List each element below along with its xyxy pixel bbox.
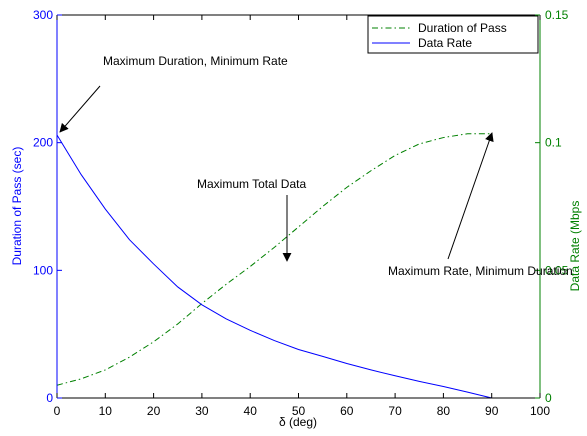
series-line-data-rate — [56, 134, 492, 399]
plot-area — [57, 15, 540, 398]
x-tick-label-6: 60 — [340, 404, 354, 418]
annotations: Maximum Duration, Minimum Rate Maximum T… — [59, 54, 573, 278]
right-axis-ticks: 0 0.05 0.1 0.15 — [535, 8, 569, 405]
annotation-arrow-max-rate — [447, 132, 494, 260]
legend-label-data-rate: Data Rate — [418, 36, 472, 50]
annotation-label-max-total-data: Maximum Total Data — [197, 177, 306, 191]
left-tick-label-2: 200 — [33, 136, 53, 150]
x-tick-label-2: 20 — [147, 404, 161, 418]
x-tick-label-9: 90 — [485, 404, 499, 418]
annotation-label-max-duration: Maximum Duration, Minimum Rate — [103, 54, 288, 68]
x-tick-label-10: 100 — [530, 404, 550, 418]
series-layer — [56, 133, 492, 399]
right-tick-label-2: 0.1 — [545, 136, 562, 150]
x-tick-label-5: 50 — [292, 404, 306, 418]
annotation-arrow-max-duration — [59, 85, 101, 133]
series-line-duration-of-pass — [56, 133, 492, 386]
x-axis-title: δ (deg) — [279, 415, 317, 429]
left-tick-label-0: 0 — [46, 391, 53, 405]
x-tick-label-4: 40 — [244, 404, 258, 418]
x-tick-label-7: 70 — [388, 404, 402, 418]
x-tick-label-3: 30 — [195, 404, 209, 418]
x-tick-label-1: 10 — [99, 404, 113, 418]
x-axis-ticks: 0 10 20 30 40 50 60 70 80 90 100 — [54, 15, 550, 418]
left-tick-label-3: 300 — [33, 8, 53, 22]
left-axis-title: Duration of Pass (sec) — [10, 147, 24, 266]
legend-box — [367, 15, 539, 54]
right-axis-title: Data Rate (Mbps — [568, 201, 582, 292]
right-tick-label-3: 0.15 — [545, 8, 569, 22]
x-tick-label-0: 0 — [54, 404, 61, 418]
left-axis-ticks: 0 100 200 300 — [33, 8, 62, 405]
x-tick-label-8: 80 — [437, 404, 451, 418]
left-tick-label-1: 100 — [33, 263, 53, 277]
annotation-label-max-rate: Maximum Rate, Minimum Duration — [388, 264, 573, 278]
legend: Duration of Pass Data Rate — [367, 15, 539, 54]
legend-label-duration: Duration of Pass — [418, 21, 507, 35]
right-tick-label-0: 0 — [545, 391, 552, 405]
right-tick-label-1: 0.05 — [545, 263, 569, 277]
